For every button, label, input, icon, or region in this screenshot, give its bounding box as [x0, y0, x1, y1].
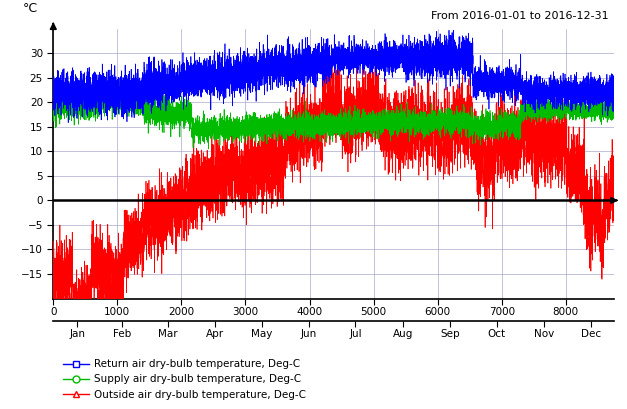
Text: °C: °C	[23, 2, 38, 15]
Text: From 2016-01-01 to 2016-12-31: From 2016-01-01 to 2016-12-31	[431, 11, 609, 20]
Legend: Return air dry-bulb temperature, Deg-C, Supply air dry-bulb temperature, Deg-C, : Return air dry-bulb temperature, Deg-C, …	[58, 355, 310, 404]
